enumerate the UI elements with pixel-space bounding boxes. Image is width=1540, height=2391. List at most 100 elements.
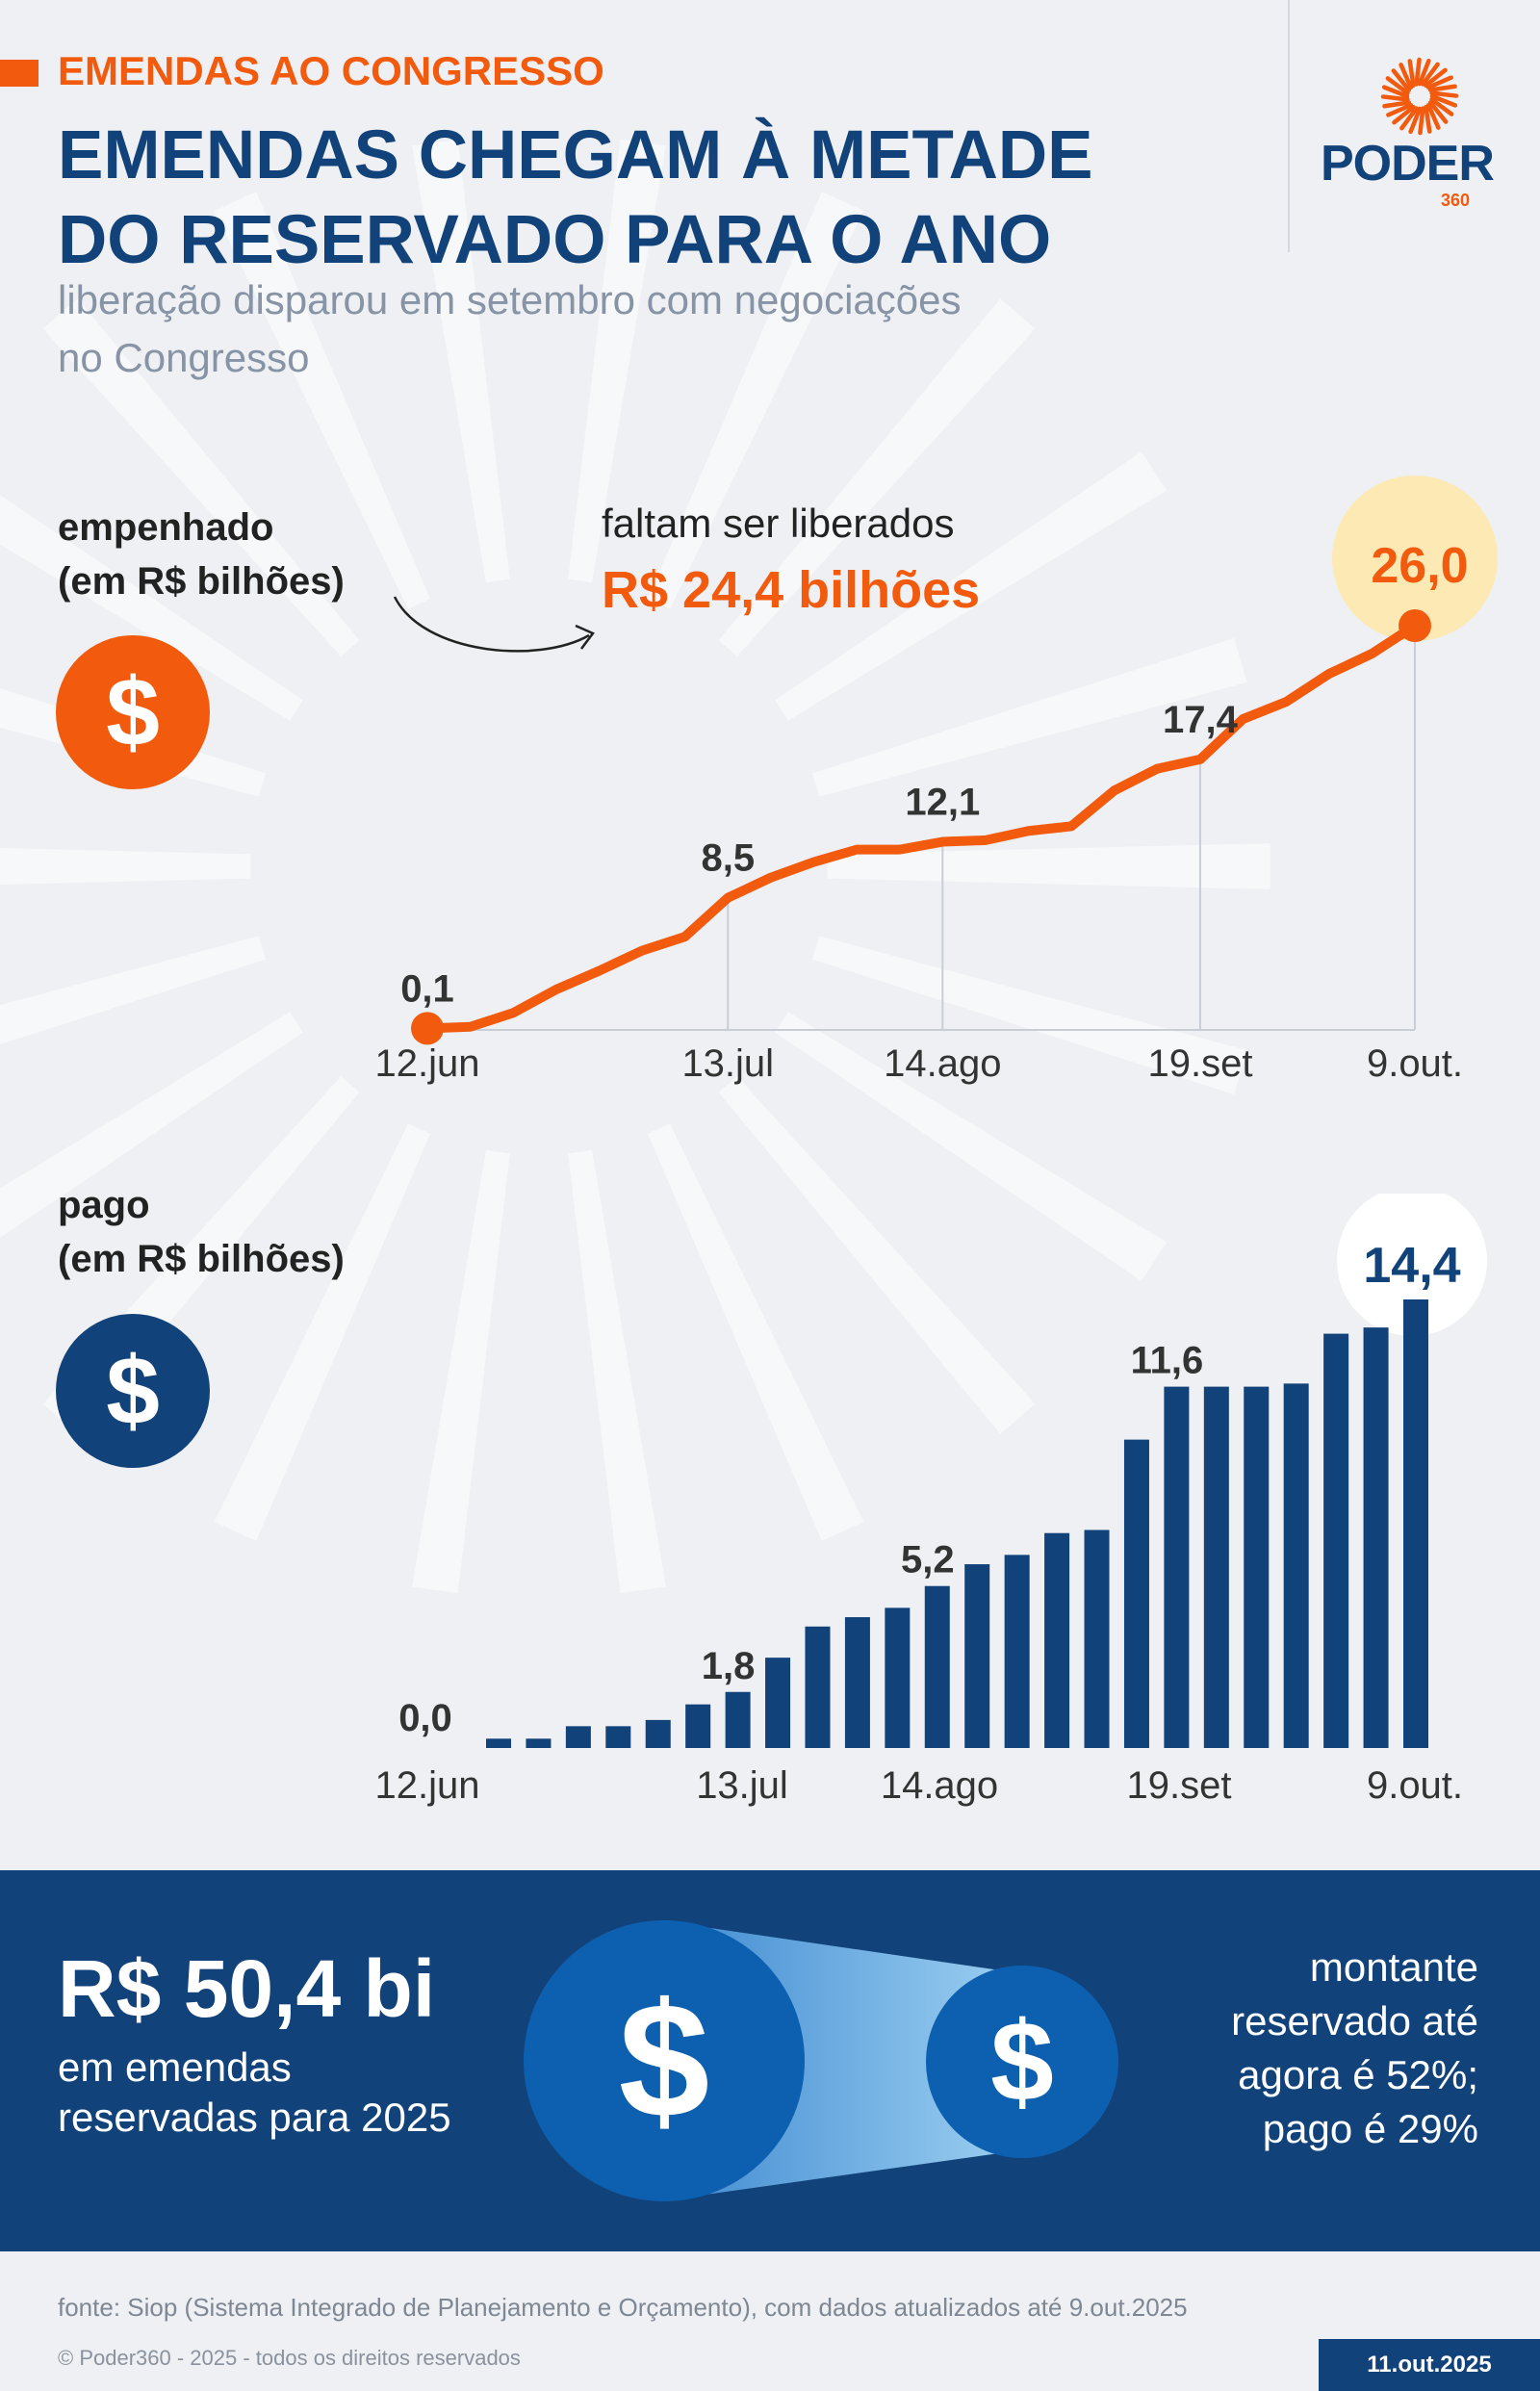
- annotation-text: faltam ser liberados: [602, 501, 955, 546]
- big-coin: [524, 1920, 805, 2201]
- logo-ray: [1407, 59, 1416, 88]
- source-note: fonte: Siop (Sistema Integrado de Planej…: [58, 2293, 1188, 2322]
- bar: [924, 1585, 950, 1748]
- dollar-sign-icon: $: [56, 635, 210, 789]
- bar: [964, 1564, 990, 1748]
- logo-ray: [1386, 102, 1414, 117]
- x-tick-label: 9.out.: [1367, 1042, 1463, 1085]
- x-tick-label: 19.set: [1147, 1042, 1252, 1085]
- bar: [1044, 1532, 1070, 1748]
- logo-ray: [1429, 93, 1458, 108]
- data-label: 11,6: [1131, 1340, 1204, 1382]
- logo-ray: [1408, 106, 1423, 135]
- x-tick-label: 13.jul: [681, 1042, 774, 1085]
- bar: [765, 1658, 791, 1748]
- bar-chart: 0,0 1,8 5,2 11,6 14,4 12.jun 13.jul 14.ago 19.se…: [375, 1194, 1487, 1807]
- logo-ray: [1414, 57, 1422, 87]
- x-tick-label: 13.jul: [696, 1764, 788, 1807]
- burst-ray: [775, 451, 1167, 721]
- burst-ray: [568, 139, 666, 583]
- logo-ray: [1399, 63, 1414, 90]
- bar: [565, 1726, 591, 1748]
- annotation-value: R$ 24,4 bilhões: [602, 561, 981, 619]
- bar: [685, 1704, 711, 1748]
- data-label: 0,1: [400, 967, 454, 1010]
- logo-ray: [1381, 85, 1410, 99]
- logo-text: PODER: [1321, 136, 1495, 192]
- bar: [1323, 1333, 1349, 1748]
- final-value-bubble: [1337, 1194, 1487, 1336]
- burst-ray: [718, 1076, 1036, 1434]
- logo-ray: [1385, 76, 1410, 95]
- subtitle: liberação disparou em setembro com negoc…: [58, 271, 962, 387]
- coins-illustration: $ $: [524, 1920, 1118, 2201]
- burst-ray: [412, 1149, 510, 1594]
- summary-note: montante reservado até agora é 52%; pago…: [1231, 1941, 1478, 2156]
- burst-ray: [812, 638, 1247, 797]
- summary-note-line-2: reservado até: [1231, 1998, 1478, 2044]
- x-tick-label: 12.jun: [375, 1764, 480, 1807]
- logo-ray: [1429, 97, 1454, 116]
- logo-ray: [1399, 106, 1419, 131]
- logo-ray: [1424, 67, 1448, 88]
- burst-ray: [214, 192, 430, 609]
- pago-label-line-1: pago: [58, 1184, 150, 1226]
- bar: [1123, 1439, 1149, 1748]
- bar: [1283, 1383, 1309, 1748]
- header-divider: [1288, 0, 1290, 252]
- final-value-bubble: [1332, 476, 1498, 641]
- bar: [1203, 1386, 1229, 1748]
- x-tick-label: 14.ago: [881, 1764, 998, 1807]
- burst-ray: [0, 1012, 303, 1239]
- page-title: EMENDAS CHEGAM À METADE DO RESERVADO PAR…: [58, 114, 1093, 283]
- logo-ray: [1392, 105, 1416, 125]
- burst-ray: [827, 843, 1270, 889]
- data-point: [1399, 609, 1431, 642]
- data-label: 5,2: [901, 1539, 955, 1581]
- dollar-sign-icon: $: [619, 1969, 710, 2152]
- sunburst-icon: [1380, 57, 1459, 136]
- title-line-2: DO RESERVADO PARA O ANO: [58, 202, 1052, 278]
- summary-note-line-3: agora é 52%;: [1238, 2052, 1478, 2097]
- burst-ray: [0, 936, 266, 1045]
- kicker: EMENDAS AO CONGRESSO: [58, 48, 604, 93]
- summary-note-line-4: pago é 29%: [1262, 2106, 1478, 2151]
- summary-caption-line-1: em emendas: [58, 2044, 292, 2090]
- logo-ray: [1428, 100, 1449, 124]
- annotation-arrow: [393, 596, 590, 653]
- burst-ray: [648, 1123, 864, 1541]
- pago-label-line-2: (em R$ bilhões): [58, 1238, 345, 1280]
- summary-note-line-1: montante: [1309, 1944, 1478, 1990]
- bar: [725, 1691, 751, 1748]
- empenhado-label-line-1: empenhado: [58, 506, 274, 549]
- bar: [1084, 1530, 1110, 1748]
- copyright: © Poder360 - 2025 - todos os direitos re…: [58, 2346, 521, 2370]
- logo-ray: [1418, 106, 1425, 136]
- logo-ray: [1429, 90, 1459, 98]
- subtitle-line-1: liberação disparou em setembro com negoc…: [58, 277, 962, 322]
- dollar-sign-icon: $: [56, 1314, 210, 1468]
- bar: [844, 1617, 870, 1748]
- subtitle-line-2: no Congresso: [58, 335, 310, 380]
- burst-ray: [214, 1123, 430, 1541]
- burst-ray: [568, 1149, 666, 1594]
- empenhado-label: empenhado (em R$ bilhões): [58, 501, 345, 608]
- burst-ray: [412, 139, 510, 583]
- data-label: 12,1: [905, 782, 980, 824]
- burst-ray: [0, 847, 251, 886]
- date-badge: 11.out.2025: [1319, 2339, 1540, 2391]
- data-label: 17,4: [1163, 699, 1239, 741]
- bar: [526, 1738, 552, 1748]
- burst-ray: [775, 1012, 1167, 1281]
- burst-ray: [0, 494, 303, 721]
- bar: [486, 1738, 511, 1748]
- summary-total: R$ 50,4 bi: [58, 1943, 436, 2034]
- bar: [1244, 1386, 1270, 1748]
- summary-caption: em emendas reservadas para 2025: [58, 2043, 451, 2143]
- burst-ray: [718, 298, 1036, 656]
- logo-subtext: 360: [1441, 191, 1471, 210]
- bar: [1363, 1327, 1389, 1748]
- logo-ray: [1382, 100, 1411, 109]
- x-tick-label: 9.out.: [1367, 1764, 1463, 1807]
